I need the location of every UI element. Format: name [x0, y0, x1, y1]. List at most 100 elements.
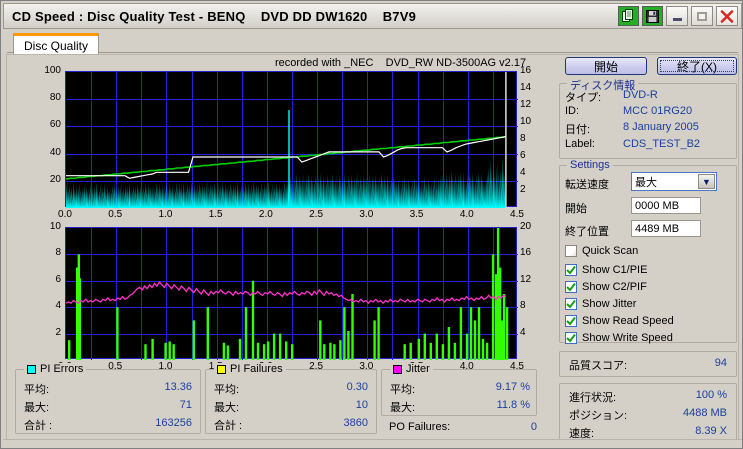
axis-tick-label: 60 [49, 119, 61, 131]
axis-tick-label: 1.5 [208, 209, 223, 220]
axis-tick-label: 4 [520, 326, 526, 338]
tab-label: Disc Quality [24, 39, 89, 53]
pi-errors-legend-label: PI Errors [40, 363, 84, 375]
jitter-max-value: 11.8 % [496, 399, 530, 411]
axis-tick-label: 2.0 [258, 209, 273, 220]
show-write-speed-label: Show Write Speed [582, 332, 673, 344]
pi-errors-swatch [27, 364, 36, 374]
checkbox-box [565, 281, 577, 293]
checkbox-box [565, 245, 577, 257]
sidebar: 開始 終了(X) ディスク情報 タイプ: DVD-R ID: MCC 01RG2… [547, 55, 740, 446]
jitter-panel: Jitter 平均: 9.17 % 最大: 11.8 % [381, 363, 537, 416]
checkbox-box [565, 332, 577, 344]
pi-failures-avg-label: 平均: [214, 384, 240, 396]
axis-tick-label: 10 [49, 221, 61, 232]
position-value: 4488 MB [682, 407, 727, 419]
check-icon [566, 333, 576, 343]
show-read-speed-label: Show Read Speed [582, 315, 674, 327]
position-label: ポジション: [569, 410, 628, 422]
pi-errors-total-label: 合計 : [24, 420, 53, 432]
pi-failures-max-value: 10 [355, 399, 368, 411]
speed-combo[interactable]: 最大 ▼ [631, 172, 717, 191]
po-failures-value: 0 [530, 421, 537, 433]
show-write-speed-checkbox[interactable]: Show Write Speed [565, 332, 673, 344]
tab-strip-filler [7, 52, 738, 55]
speed-status-label: 速度: [569, 428, 595, 440]
disc-label-label: Label: [565, 138, 595, 150]
axis-tick-label: 14 [520, 82, 532, 93]
start-pos-input[interactable]: 0000 MB [631, 197, 701, 214]
maximize-button[interactable] [691, 6, 713, 26]
start-button[interactable]: 開始 [565, 57, 647, 75]
minimize-button[interactable] [666, 6, 688, 26]
exit-button-label: 終了(X) [677, 59, 717, 74]
title-bar: CD Speed : Disc Quality Test - BENQ DVD … [3, 3, 742, 29]
pi-failures-legend-label: PI Failures [230, 363, 283, 375]
end-pos-input[interactable]: 4489 MB [631, 220, 701, 237]
checkbox-box [565, 298, 577, 310]
axis-tick-label: 1.0 [158, 361, 173, 372]
settings-group [559, 165, 737, 343]
show-c2-pif-checkbox[interactable]: Show C2/PIF [565, 281, 647, 293]
status-bar [3, 439, 742, 448]
pie-speed-svg [66, 72, 518, 208]
show-read-speed-checkbox[interactable]: Show Read Speed [565, 315, 674, 327]
jitter-avg-label: 平均: [390, 384, 416, 396]
axis-tick-label: 20 [49, 173, 61, 185]
window-title: CD Speed : Disc Quality Test - BENQ DVD … [12, 8, 417, 24]
check-icon [566, 265, 576, 275]
axis-tick-label: 0.5 [108, 209, 123, 220]
axis-tick-label: 10 [520, 116, 532, 127]
axis-tick-label: 6 [55, 273, 61, 285]
checkbox-box [565, 264, 577, 276]
speed-label: 転送速度 [565, 179, 609, 191]
pi-failures-total-value: 3860 [343, 417, 368, 429]
recorded-with-label: recorded with _NEC DVD_RW ND-3500AG v2.1… [275, 57, 527, 69]
axis-tick-label: 4 [55, 300, 61, 312]
tab-disc-quality[interactable]: Disc Quality [13, 33, 100, 55]
end-pos-value: 4489 MB [635, 222, 680, 235]
pi-failures-panel: PI Failures 平均: 0.30 最大: 10 合計 : 3860 [205, 363, 377, 434]
jitter-swatch [393, 364, 402, 374]
exit-focus-rect [660, 60, 734, 72]
disc-id-label: ID: [565, 105, 580, 117]
axis-tick-label: 100 [44, 65, 61, 76]
jitter-legend-label: Jitter [406, 363, 430, 375]
pi-errors-avg-label: 平均: [24, 384, 50, 396]
pi-errors-legend: PI Errors [24, 363, 87, 375]
axis-tick-label: 6 [520, 150, 526, 161]
axis-tick-label: 4.0 [459, 361, 474, 372]
save-icon[interactable] [642, 6, 663, 26]
end-pos-label: 終了位置 [565, 226, 609, 238]
show-jitter-label: Show Jitter [582, 298, 637, 310]
axis-tick-label: 4 [520, 167, 526, 178]
show-jitter-checkbox[interactable]: Show Jitter [565, 298, 636, 310]
axis-tick-label: 12 [520, 99, 532, 110]
axis-tick-label: 80 [49, 92, 61, 104]
axis-tick-label: 2 [520, 184, 526, 195]
axis-tick-label: 8 [520, 133, 526, 144]
jitter-avg-value: 9.17 % [495, 381, 530, 393]
show-c1-pie-checkbox[interactable]: Show C1/PIE [565, 264, 647, 276]
close-button[interactable] [716, 6, 738, 26]
pif-jitter-plot-area [65, 227, 518, 360]
show-c2-pif-label: Show C2/PIF [582, 281, 647, 293]
quick-scan-checkbox[interactable]: Quick Scan [565, 245, 638, 257]
disc-label-value: CDS_TEST_B2 [623, 138, 701, 150]
exit-button[interactable]: 終了(X) [657, 57, 737, 75]
quality-score-group [559, 351, 737, 377]
axis-tick-label: 0.0 [58, 209, 72, 220]
quick-scan-label: Quick Scan [582, 245, 639, 257]
axis-tick-label: 20 [520, 221, 532, 232]
pi-failures-avg-value: 0.30 [346, 381, 368, 393]
pi-errors-avg-value: 13.36 [164, 381, 192, 393]
chevron-down-icon[interactable]: ▼ [698, 174, 715, 189]
axis-tick-label: 1.0 [158, 209, 173, 220]
pi-failures-swatch [217, 364, 226, 374]
copy-icon[interactable] [618, 6, 639, 26]
jitter-legend: Jitter [390, 363, 433, 375]
tab-strip: Disc Quality [7, 33, 738, 55]
start-pos-value: 0000 MB [635, 199, 680, 212]
show-c1-pie-label: Show C1/PIE [582, 264, 648, 276]
